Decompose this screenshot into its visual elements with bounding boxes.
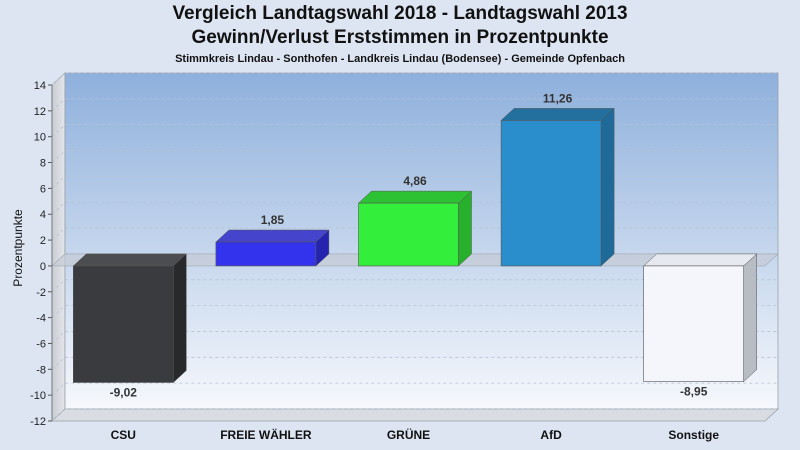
bar-front — [73, 265, 174, 383]
bar-side — [600, 107, 615, 267]
bar-top — [215, 229, 330, 243]
y-tick-label: -4 — [36, 313, 46, 325]
y-tick-label: 4 — [40, 209, 46, 221]
y-tick-label: -2 — [36, 287, 46, 299]
data-label: -8,95 — [680, 385, 708, 399]
data-label: 1,85 — [261, 213, 285, 227]
y-tick-label: 12 — [34, 106, 46, 118]
grid-line — [51, 279, 778, 293]
category-label: CSU — [111, 428, 136, 442]
grid-line — [51, 331, 778, 344]
y-tick-label: 6 — [40, 183, 46, 195]
y-tick-label: -12 — [30, 416, 46, 428]
plot-left-wall — [51, 72, 66, 422]
bar-side — [458, 190, 472, 267]
bar-top — [72, 253, 187, 267]
bar-front — [358, 202, 459, 267]
category-label: FREIE WÄHLER — [220, 427, 312, 442]
y-tick-label: 8 — [40, 158, 46, 170]
bar-gr-ne — [357, 190, 473, 267]
bar-top — [500, 108, 615, 121]
chart-subtitle: Gewinn/Verlust Erststimmen in Prozentpun… — [191, 27, 609, 48]
grid-line — [51, 98, 778, 112]
bar-afd — [500, 107, 615, 267]
grid-line — [51, 382, 778, 396]
y-tick-label: 10 — [34, 132, 46, 144]
y-tick-label: -8 — [36, 364, 46, 376]
y-tick-label: 2 — [40, 235, 46, 247]
bar-side — [173, 253, 187, 384]
chart-title: Vergleich Landtagswahl 2018 - Landtagswa… — [172, 3, 628, 24]
bar-sonstige — [643, 253, 758, 383]
y-axis-label: Prozentpunkte — [11, 209, 25, 287]
bar-front — [500, 120, 602, 267]
bar-freie-w-hler — [215, 229, 330, 267]
category-label: AfD — [540, 428, 562, 442]
data-label: 4,86 — [403, 174, 427, 188]
bar-front — [215, 241, 317, 267]
y-tick-label: 0 — [40, 261, 46, 273]
bar-top — [357, 190, 473, 204]
bar-front — [643, 265, 745, 382]
bar-side — [743, 253, 757, 383]
data-label: -9,02 — [110, 385, 138, 399]
chart-caption: Stimmkreis Lindau - Sonthofen - Landkrei… — [175, 53, 625, 65]
grid-line — [51, 72, 778, 86]
plot-floor — [50, 408, 780, 422]
y-tick-label: -6 — [36, 338, 46, 350]
bar-top — [643, 253, 758, 267]
bar-csu — [72, 253, 187, 384]
y-tick-label: 14 — [34, 80, 46, 92]
y-tick-label: -10 — [30, 390, 46, 402]
grid-line — [51, 408, 778, 422]
category-label: Sonstige — [668, 428, 719, 442]
grid-line — [51, 356, 778, 370]
data-label: 11,26 — [543, 91, 573, 105]
category-label: GRÜNE — [387, 427, 430, 442]
grid-line — [51, 305, 778, 318]
